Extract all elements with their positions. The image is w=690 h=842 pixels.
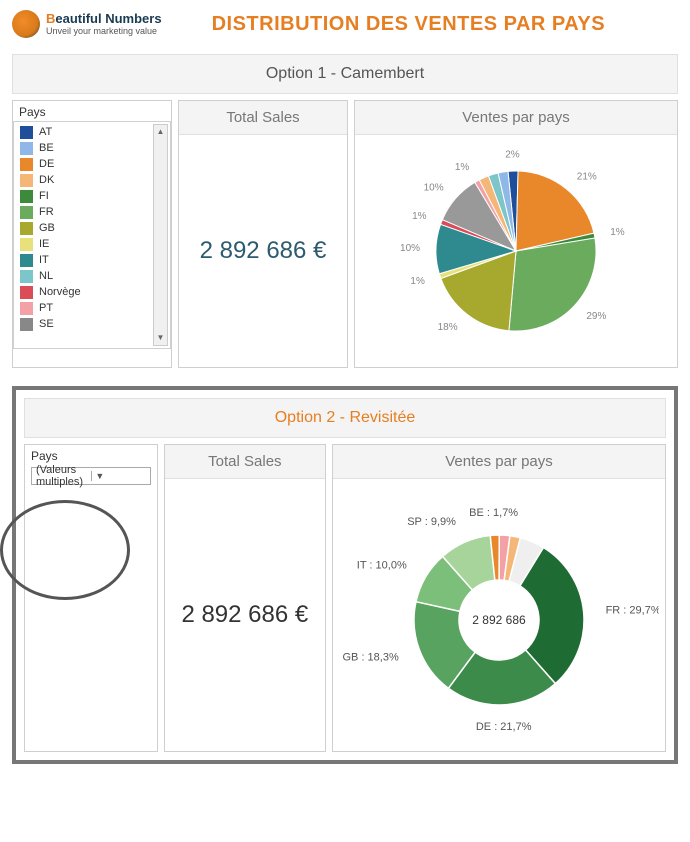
legend-label: IT — [39, 254, 49, 266]
pie-slice-label: 1% — [455, 162, 470, 173]
pie-slice-label: 2% — [505, 150, 520, 161]
option1-total-value: 2 892 686 € — [200, 237, 327, 265]
donut-slice-label: SP : 9,9% — [407, 516, 456, 528]
legend-swatch — [20, 286, 33, 299]
option2-legend-title: Pays — [25, 445, 157, 465]
donut-center-label: 2 892 686 — [472, 613, 526, 627]
logo-text: Beautiful Numbers Unveil your marketing … — [46, 12, 162, 36]
legend-swatch — [20, 318, 33, 331]
option2-chart-panel: Ventes par pays FR : 29,7% DE : 21,7% GB :… — [332, 444, 666, 752]
pie-slice-label: 1% — [412, 211, 427, 222]
option2-total-value: 2 892 686 € — [181, 601, 308, 629]
logo-brand-b: B — [46, 11, 55, 26]
legend-label: FR — [39, 206, 54, 218]
legend-item[interactable]: SE — [14, 316, 170, 332]
donut-slice-label: DE : 21,7% — [476, 721, 532, 733]
option2-frame: Option 2 - Revisitée Pays (Valeurs multi… — [12, 386, 678, 764]
option1-total-header: Total Sales — [179, 101, 347, 135]
pie-slice-label: 29% — [586, 311, 606, 322]
logo-icon — [12, 10, 40, 38]
option2-donut-chart: FR : 29,7% DE : 21,7% GB : 18,3% IT : 10,0%… — [339, 485, 659, 745]
legend-item[interactable]: NL — [14, 268, 170, 284]
legend-item[interactable]: PT — [14, 300, 170, 316]
legend-label: AT — [39, 126, 52, 138]
pie-slice — [509, 238, 596, 331]
logo-brand-rest: eautiful Numbers — [55, 11, 161, 26]
legend-item[interactable]: IT — [14, 252, 170, 268]
donut-slice-label: IT : 10,0% — [357, 560, 407, 572]
pie-slice-label: 1% — [610, 227, 625, 238]
pie-slice-label: 21% — [577, 171, 597, 182]
pie-slice-label: 18% — [438, 322, 458, 333]
legend-label: GB — [39, 222, 55, 234]
option1-legend-scroll[interactable]: AT BE DE DK FI FR GB IE IT NL Norvège PT SE — [13, 121, 171, 349]
donut-slice-label: GB : 18,3% — [343, 651, 399, 663]
legend-item[interactable]: DK — [14, 172, 170, 188]
legend-label: SE — [39, 318, 54, 330]
option1-pie-chart: 2% 21% 1% 29% 18% 1% 10% 1% 10% 1% — [366, 141, 666, 361]
legend-swatch — [20, 302, 33, 315]
legend-label: NL — [39, 270, 53, 282]
legend-swatch — [20, 158, 33, 171]
scrollbar[interactable] — [153, 124, 168, 346]
legend-item[interactable]: DE — [14, 156, 170, 172]
donut-slice-label: BE : 1,7% — [469, 507, 518, 519]
legend-swatch — [20, 174, 33, 187]
legend-label: FI — [39, 190, 49, 202]
legend-swatch — [20, 126, 33, 139]
option2-total-header: Total Sales — [165, 445, 325, 479]
option2-chart-header: Ventes par pays — [333, 445, 665, 479]
legend-item[interactable]: IE — [14, 236, 170, 252]
legend-swatch — [20, 206, 33, 219]
legend-swatch — [20, 190, 33, 203]
option2-title: Option 2 - Revisitée — [24, 398, 666, 438]
legend-item[interactable]: GB — [14, 220, 170, 236]
chevron-down-icon: ▼ — [91, 471, 149, 481]
legend-item[interactable]: FR — [14, 204, 170, 220]
legend-swatch — [20, 142, 33, 155]
donut-slice-label: FR : 29,7% — [606, 605, 659, 617]
legend-swatch — [20, 222, 33, 235]
option1-row: Pays AT BE DE DK FI FR GB IE IT NL Norvège PT SE Tot… — [12, 100, 678, 368]
pie-slice-label: 10% — [400, 243, 420, 254]
logo-tagline: Unveil your marketing value — [46, 27, 162, 36]
option2-total-panel: Total Sales 2 892 686 € — [164, 444, 326, 752]
header: Beautiful Numbers Unveil your marketing … — [12, 10, 678, 38]
legend-label: IE — [39, 238, 49, 250]
pie-slice-label: 10% — [424, 183, 444, 194]
option1-legend-panel: Pays AT BE DE DK FI FR GB IE IT NL Norvège PT SE — [12, 100, 172, 368]
option2-row: Pays (Valeurs multiples) ▼ Total Sales 2… — [24, 444, 666, 752]
legend-swatch — [20, 270, 33, 283]
logo: Beautiful Numbers Unveil your marketing … — [12, 10, 162, 38]
legend-item[interactable]: FI — [14, 188, 170, 204]
option2-dropdown-value: (Valeurs multiples) — [32, 464, 91, 488]
legend-swatch — [20, 254, 33, 267]
legend-label: BE — [39, 142, 54, 154]
option1-title: Option 1 - Camembert — [12, 54, 678, 94]
option2-legend-panel: Pays (Valeurs multiples) ▼ — [24, 444, 158, 752]
legend-label: DK — [39, 174, 54, 186]
legend-item[interactable]: BE — [14, 140, 170, 156]
pie-slice-label: 1% — [410, 276, 425, 287]
legend-label: PT — [39, 302, 53, 314]
legend-label: Norvège — [39, 286, 81, 298]
page-title: DISTRIBUTION DES VENTES PAR PAYS — [212, 13, 605, 36]
legend-swatch — [20, 238, 33, 251]
option1-total-panel: Total Sales 2 892 686 € — [178, 100, 348, 368]
legend-label: DE — [39, 158, 54, 170]
option1-chart-panel: Ventes par pays 2% 21% 1% 29% 18% 1% 10% 1% 10% 1… — [354, 100, 678, 368]
option1-legend-title: Pays — [13, 101, 171, 121]
option2-dropdown[interactable]: (Valeurs multiples) ▼ — [31, 467, 151, 485]
legend-item[interactable]: Norvège — [14, 284, 170, 300]
option1-chart-header: Ventes par pays — [355, 101, 677, 135]
legend-item[interactable]: AT — [14, 124, 170, 140]
